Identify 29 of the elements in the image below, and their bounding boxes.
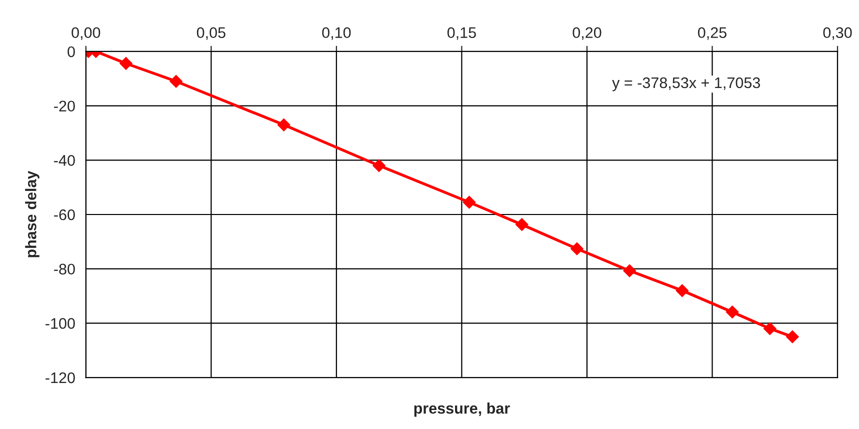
point [515, 218, 528, 231]
y-axis-title: phase delay [25, 170, 40, 258]
x-tick-label: 0,10 [322, 27, 351, 40]
point [763, 322, 776, 336]
annotation: y = -378,53x + 1,7053 [612, 77, 760, 92]
x-axis-title: pressure, bar [414, 402, 510, 417]
x-tick-label: 0,25 [698, 27, 726, 40]
y-tick-label: -60 [54, 209, 75, 220]
point [462, 196, 476, 209]
y-tick-label: -40 [54, 155, 75, 166]
point [623, 264, 636, 278]
point [570, 242, 584, 256]
point [786, 330, 799, 344]
y-tick-label: -20 [54, 100, 75, 112]
y-tick-label: -80 [54, 264, 75, 275]
x-tick-label: 0,20 [572, 27, 602, 40]
x-tick-label: 0,05 [196, 27, 226, 40]
point [726, 306, 739, 318]
x-tick-label: 0,00 [72, 27, 100, 40]
y-tick-label: -100 [46, 318, 75, 329]
y-tick-label: 0 [68, 46, 75, 58]
point [170, 74, 183, 88]
y-tick-label: -120 [46, 372, 75, 384]
point [277, 118, 290, 132]
point [372, 159, 386, 172]
point [676, 284, 689, 297]
x-tick-label: 0,15 [447, 27, 476, 40]
point [120, 57, 132, 70]
x-tick-label: 0,30 [823, 27, 852, 40]
